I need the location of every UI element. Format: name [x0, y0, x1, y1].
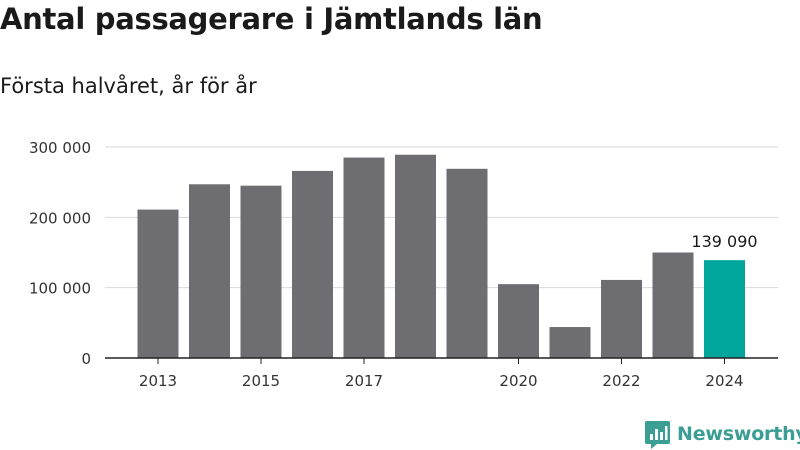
x-tick-label: 2024: [705, 372, 743, 390]
bar-2015: [240, 185, 282, 358]
bar-2021: [549, 327, 591, 358]
bar-2013: [137, 209, 179, 358]
y-tick-label: 0: [81, 350, 91, 368]
y-tick-label: 300 000: [29, 139, 91, 157]
bar-2023: [652, 252, 694, 358]
x-tick-label: 2015: [242, 372, 280, 390]
x-tick-label: 2022: [602, 372, 640, 390]
bar-2014: [189, 184, 230, 358]
logo-text: Newsworthy: [677, 423, 800, 445]
bars: [137, 154, 745, 358]
bar-2024: [704, 260, 745, 358]
bar-2019: [446, 168, 488, 358]
newsworthy-logo[interactable]: Newsworthy: [644, 419, 800, 449]
bar-2020: [498, 284, 539, 358]
x-tick-label: 2017: [345, 372, 383, 390]
chart-subtitle: Första halvåret, år för år: [0, 74, 257, 98]
bar-2022: [601, 279, 642, 358]
y-tick-label: 200 000: [29, 209, 91, 227]
bar-2016: [292, 170, 333, 358]
y-tick-label: 100 000: [29, 280, 91, 298]
data-label: 139 090: [691, 232, 757, 251]
newsworthy-logo-icon: [645, 421, 670, 449]
chart-title: Antal passagerare i Jämtlands län: [0, 2, 543, 36]
axes: [105, 357, 778, 364]
x-tick-label: 2013: [139, 372, 177, 390]
bar-2018: [395, 154, 436, 358]
bar-2017: [343, 157, 385, 358]
x-tick-label: 2020: [499, 372, 537, 390]
labels: 0 100 000 200 000 300 000 2013 2015 2017 2020 20…: [29, 139, 758, 390]
